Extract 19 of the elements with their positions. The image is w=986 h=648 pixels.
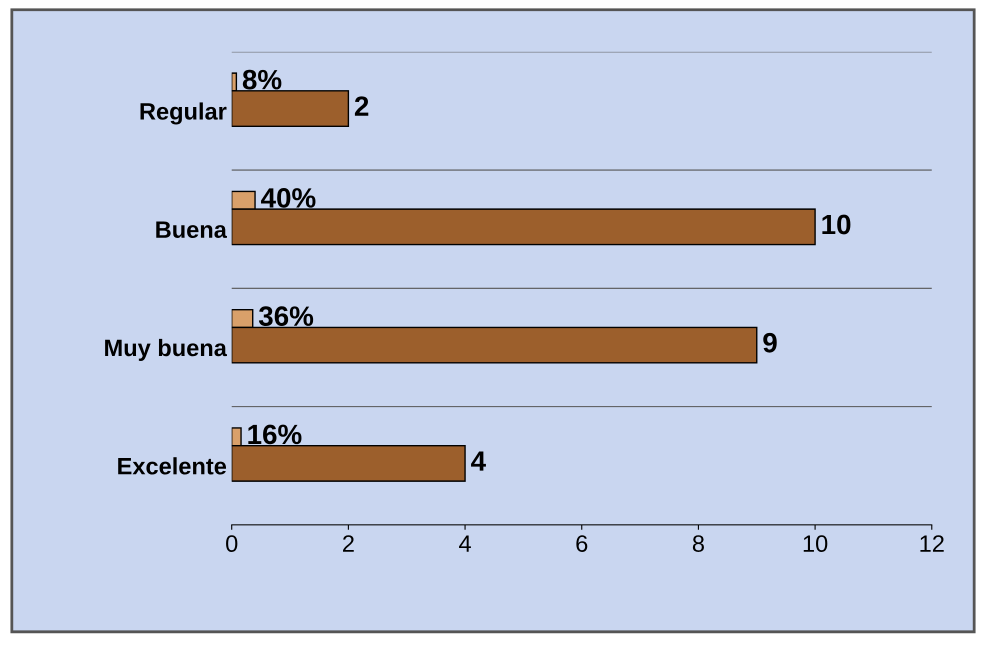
data-label: 10	[822, 214, 850, 234]
x-tick-label: 10	[804, 535, 828, 552]
x-tick-label: 2	[343, 535, 354, 552]
x-tick-label: 12	[920, 535, 944, 552]
x-tick-label: 8	[692, 535, 704, 552]
x-tick-label: 0	[226, 535, 238, 552]
y-tick-label: Excelente	[118, 457, 226, 475]
data-label: 9	[763, 332, 777, 353]
data-label: 16%	[248, 424, 302, 444]
data-label: 40%	[261, 188, 316, 208]
y-tick-label: Muy buena	[105, 338, 228, 361]
data-label: 4	[471, 451, 486, 471]
x-tick-label: 6	[576, 535, 588, 552]
y-tick-label: Buena	[156, 222, 228, 238]
data-label: 8%	[242, 70, 282, 90]
x-tick-label: 4	[459, 535, 471, 552]
data-label: 2	[354, 96, 368, 116]
data-label: 36%	[258, 306, 314, 326]
y-tick-label: Regular	[140, 102, 226, 125]
